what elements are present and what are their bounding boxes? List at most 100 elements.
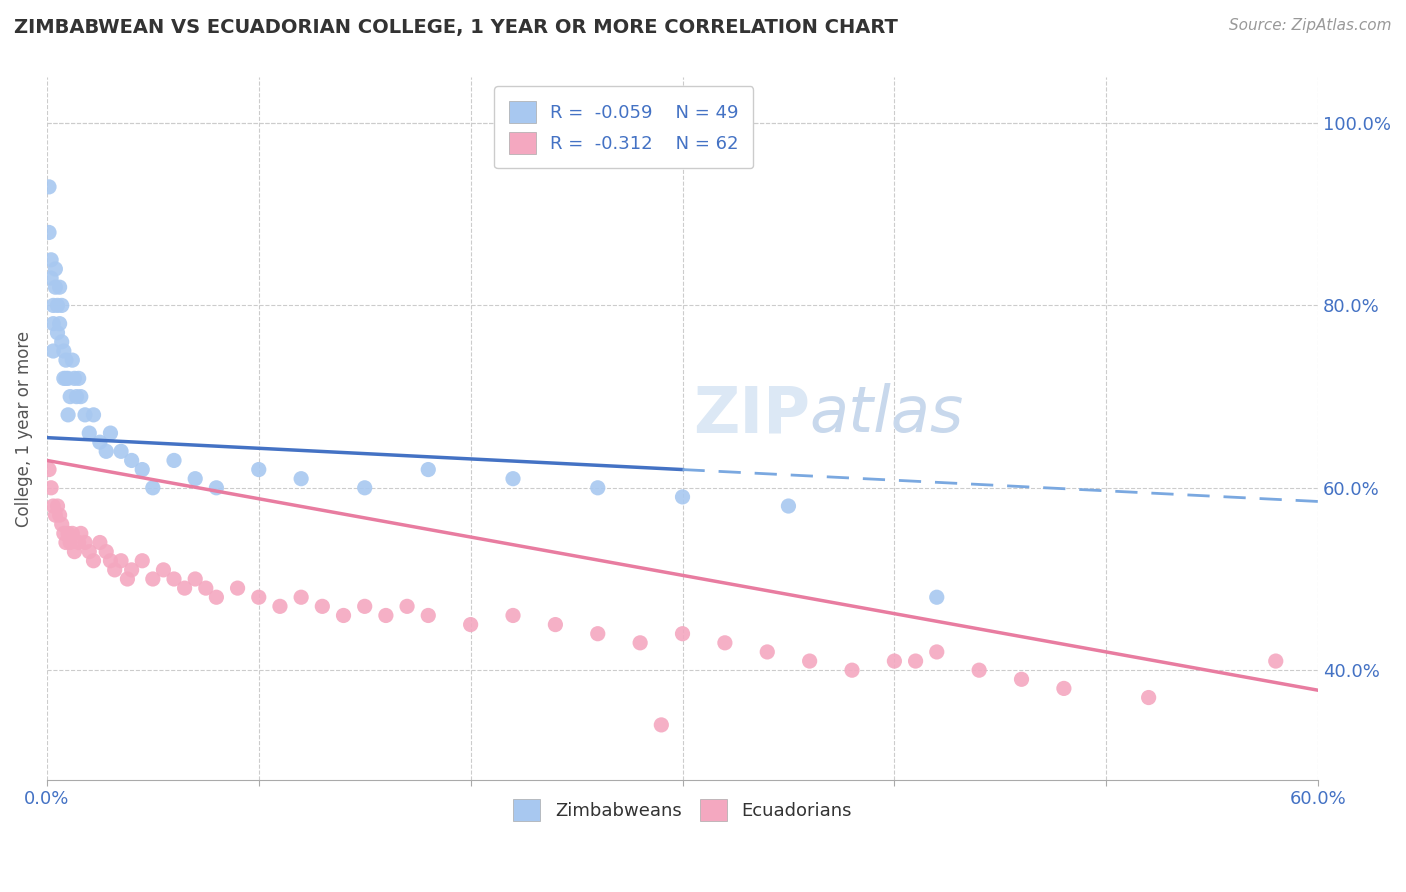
Point xyxy=(205,481,228,495)
Point xyxy=(1137,690,1160,705)
Point xyxy=(925,645,948,659)
Point xyxy=(96,544,118,558)
Point xyxy=(42,298,65,312)
Point xyxy=(63,371,86,385)
Point xyxy=(502,608,524,623)
Point xyxy=(55,353,77,368)
Point xyxy=(121,563,143,577)
Point xyxy=(56,408,79,422)
Point xyxy=(44,280,66,294)
Point xyxy=(73,535,96,549)
Point xyxy=(77,544,100,558)
Point xyxy=(778,499,800,513)
Point xyxy=(38,226,60,240)
Point xyxy=(48,508,70,523)
Point xyxy=(418,608,440,623)
Point xyxy=(163,453,186,467)
Point xyxy=(332,608,354,623)
Point xyxy=(52,344,75,359)
Point xyxy=(142,572,165,586)
Point xyxy=(39,252,62,267)
Point xyxy=(46,326,69,340)
Point xyxy=(83,408,105,422)
Text: ZIP: ZIP xyxy=(693,384,810,445)
Point xyxy=(205,591,228,605)
Point xyxy=(89,435,111,450)
Y-axis label: College, 1 year or more: College, 1 year or more xyxy=(15,330,32,526)
Point xyxy=(502,472,524,486)
Point xyxy=(311,599,333,614)
Point xyxy=(100,426,122,441)
Point xyxy=(586,481,609,495)
Point xyxy=(83,554,105,568)
Point xyxy=(460,617,482,632)
Point xyxy=(69,390,91,404)
Point xyxy=(65,390,87,404)
Point xyxy=(418,462,440,476)
Point xyxy=(247,462,270,476)
Point xyxy=(55,371,77,385)
Point xyxy=(883,654,905,668)
Point xyxy=(904,654,927,668)
Point xyxy=(1011,673,1033,687)
Point xyxy=(131,554,153,568)
Point xyxy=(67,371,90,385)
Point xyxy=(42,344,65,359)
Point xyxy=(184,472,207,486)
Point xyxy=(56,371,79,385)
Point xyxy=(59,535,82,549)
Point xyxy=(925,591,948,605)
Point xyxy=(56,526,79,541)
Point xyxy=(110,444,132,458)
Point xyxy=(142,481,165,495)
Point xyxy=(89,535,111,549)
Point xyxy=(60,526,83,541)
Point xyxy=(44,262,66,277)
Point xyxy=(269,599,291,614)
Point xyxy=(544,617,567,632)
Point xyxy=(194,581,217,595)
Text: ZIMBABWEAN VS ECUADORIAN COLLEGE, 1 YEAR OR MORE CORRELATION CHART: ZIMBABWEAN VS ECUADORIAN COLLEGE, 1 YEAR… xyxy=(14,18,898,37)
Point xyxy=(756,645,779,659)
Point xyxy=(96,444,118,458)
Point xyxy=(52,526,75,541)
Point xyxy=(184,572,207,586)
Point xyxy=(39,481,62,495)
Point xyxy=(586,626,609,640)
Point xyxy=(353,481,375,495)
Point xyxy=(650,718,672,732)
Text: Source: ZipAtlas.com: Source: ZipAtlas.com xyxy=(1229,18,1392,33)
Legend: Zimbabweans, Ecuadorians: Zimbabweans, Ecuadorians xyxy=(501,787,865,834)
Point xyxy=(671,626,693,640)
Point xyxy=(290,591,312,605)
Point xyxy=(59,390,82,404)
Point xyxy=(42,317,65,331)
Point xyxy=(73,408,96,422)
Point xyxy=(226,581,249,595)
Point xyxy=(396,599,419,614)
Point xyxy=(38,179,60,194)
Point xyxy=(967,663,990,677)
Point xyxy=(1053,681,1076,696)
Point xyxy=(100,554,122,568)
Point xyxy=(67,535,90,549)
Point xyxy=(51,517,73,532)
Point xyxy=(353,599,375,614)
Point xyxy=(152,563,174,577)
Point xyxy=(48,280,70,294)
Point xyxy=(55,535,77,549)
Point xyxy=(39,271,62,285)
Point xyxy=(714,636,737,650)
Point xyxy=(48,317,70,331)
Point xyxy=(51,298,73,312)
Point xyxy=(173,581,195,595)
Point xyxy=(42,499,65,513)
Point xyxy=(628,636,651,650)
Point xyxy=(104,563,127,577)
Point xyxy=(44,508,66,523)
Point xyxy=(247,591,270,605)
Point xyxy=(131,462,153,476)
Point xyxy=(163,572,186,586)
Point xyxy=(799,654,821,668)
Point xyxy=(38,462,60,476)
